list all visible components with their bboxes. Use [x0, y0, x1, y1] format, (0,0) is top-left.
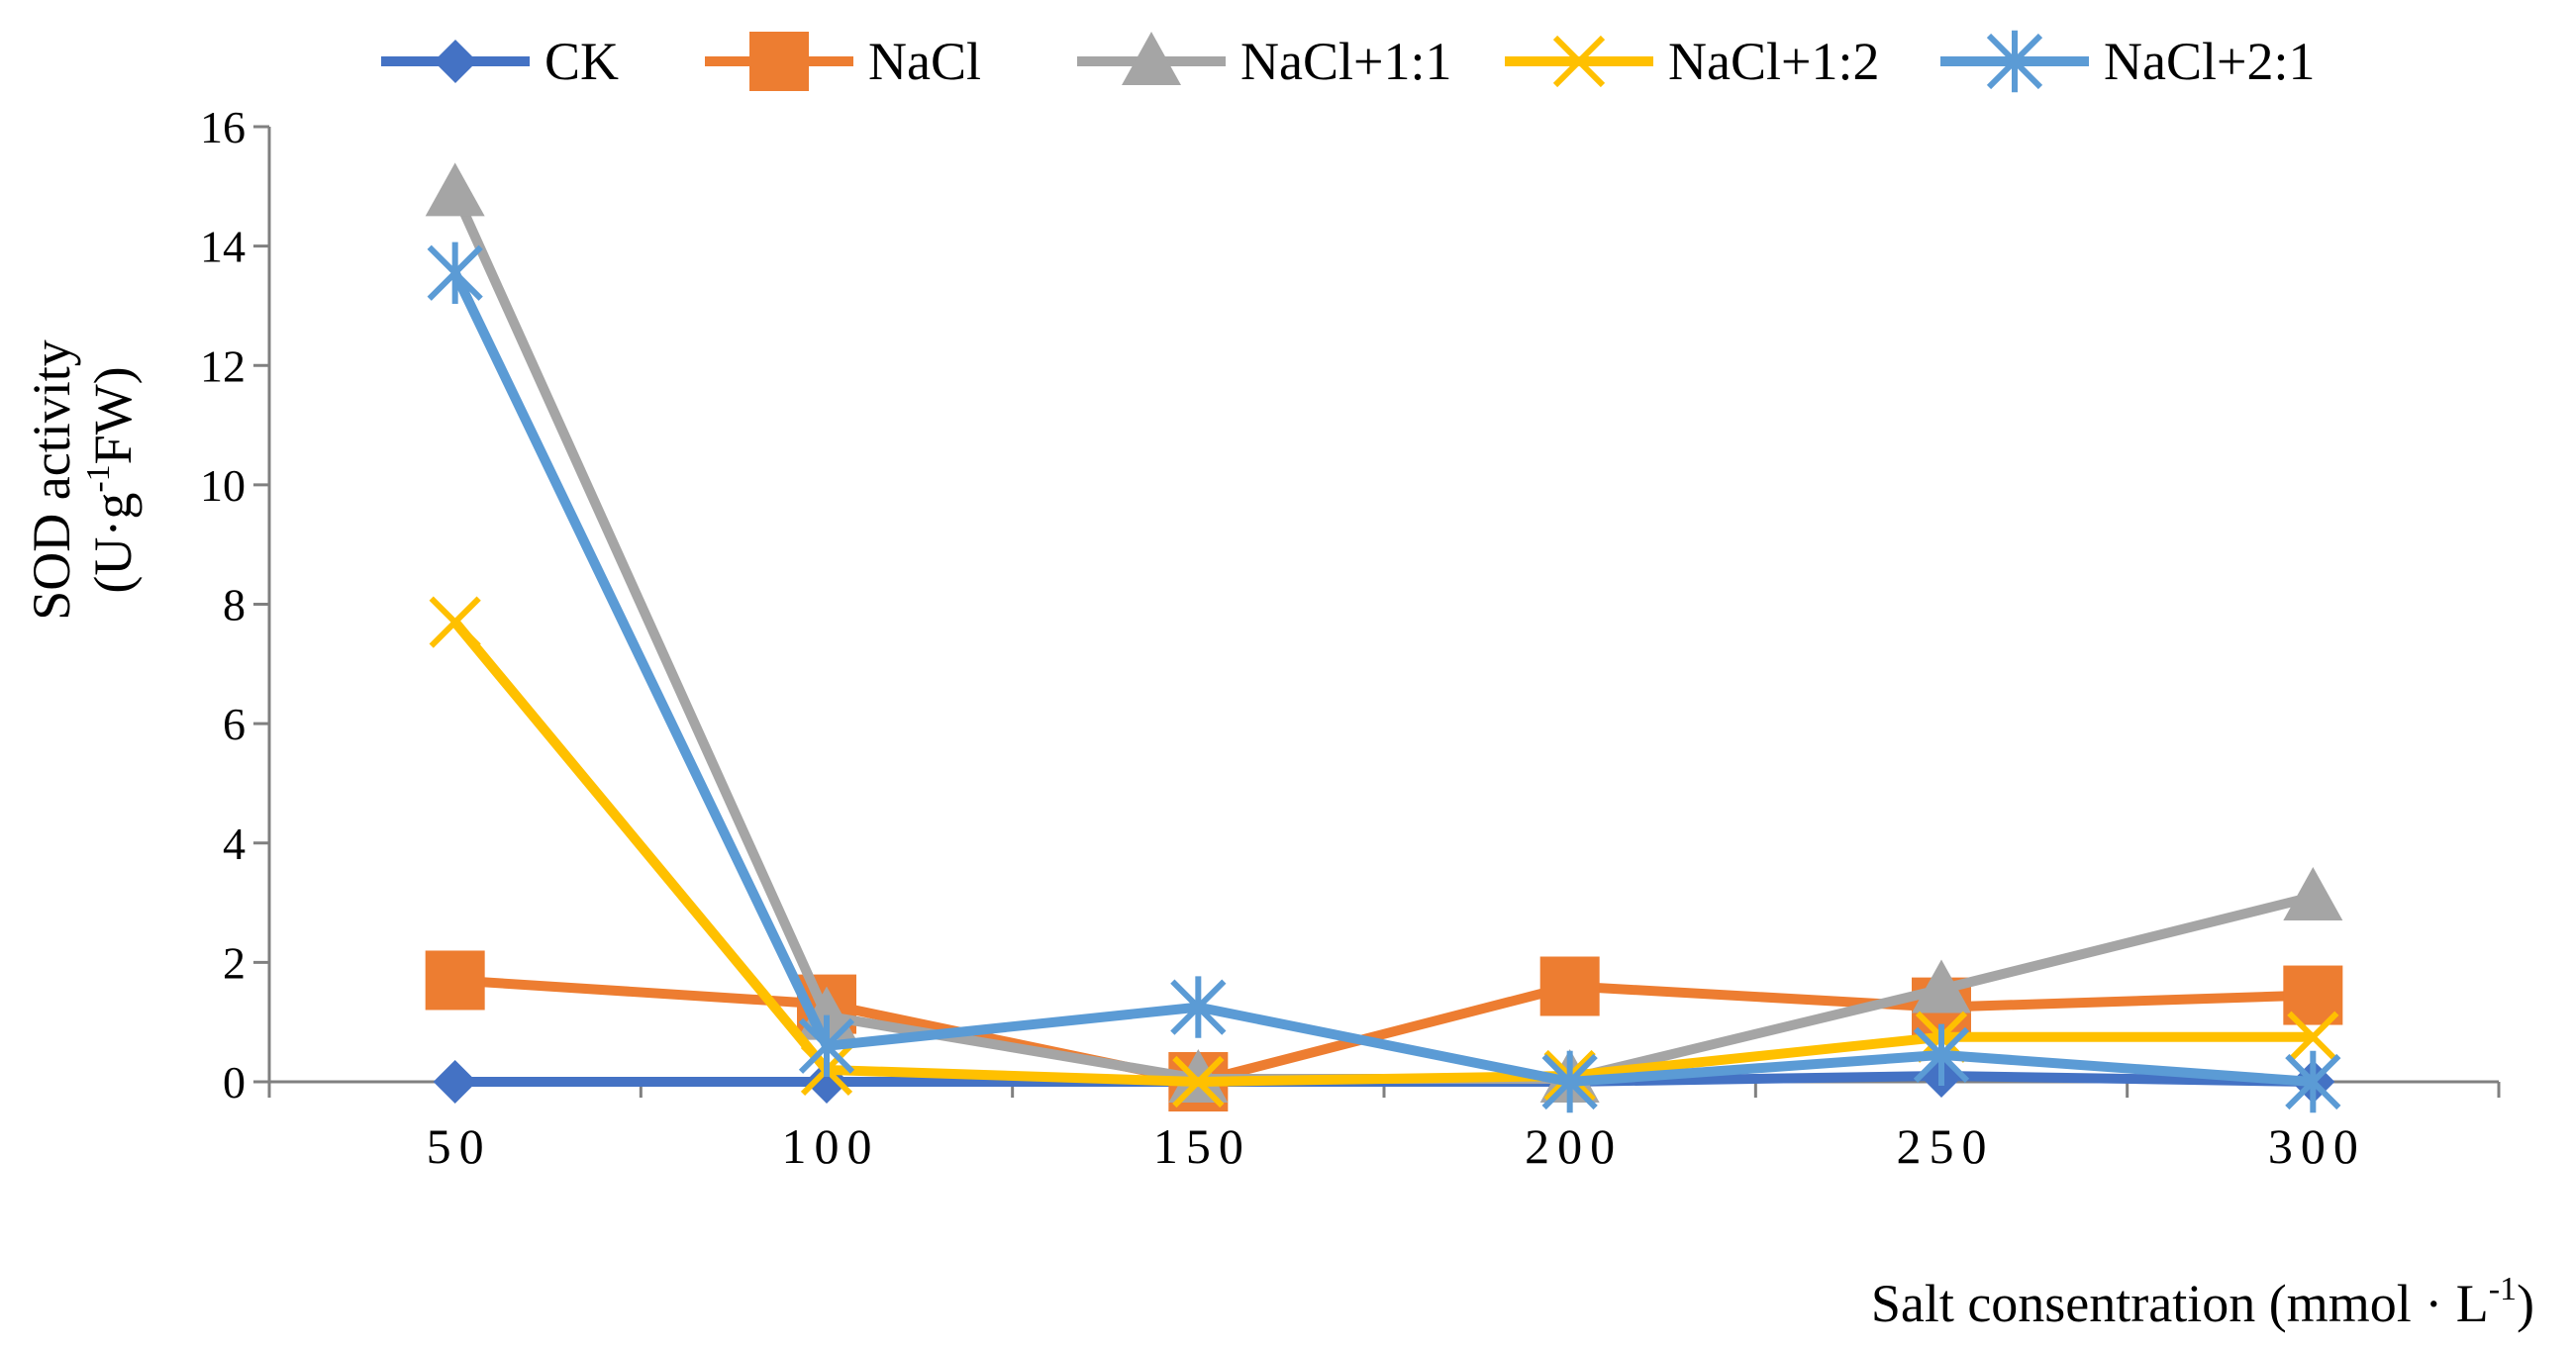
- y-tick-label: 0: [223, 1057, 246, 1108]
- data-point: [1541, 1050, 1598, 1113]
- data-point: [425, 162, 485, 217]
- data-point: [425, 950, 485, 1011]
- series-line: [450, 619, 2314, 1087]
- data-point: [798, 1014, 855, 1078]
- y-tick-label: 10: [200, 460, 246, 511]
- y-tick-label: 4: [223, 819, 246, 869]
- x-tick-label: 100: [782, 1118, 880, 1174]
- y-tick-label: 6: [223, 699, 246, 749]
- legend-swatch-marker: [749, 32, 809, 91]
- x-tick-label: 50: [427, 1118, 492, 1174]
- legend-label: NaCl+1:2: [1668, 32, 1879, 91]
- x-tick-label: 200: [1525, 1118, 1623, 1174]
- data-point: [433, 1060, 477, 1104]
- data-point: [429, 596, 481, 648]
- legend-entry: NaCl: [705, 32, 981, 91]
- y-tick-label: 14: [200, 222, 246, 272]
- data-point: [1539, 956, 1600, 1016]
- series-layer: [425, 162, 2343, 1113]
- legend-entry: NaCl+2:1: [1940, 30, 2315, 93]
- legend-swatch-marker: [1552, 35, 1606, 88]
- y-axis-label: SOD activity (U·g-1FW): [22, 339, 143, 620]
- series-line: [450, 190, 2315, 1084]
- legend-entry: NaCl+1:1: [1077, 32, 1451, 91]
- data-point: [1170, 976, 1227, 1038]
- x-tick-label: 150: [1153, 1118, 1251, 1174]
- legend-label: NaCl+2:1: [2104, 32, 2315, 91]
- y-tick-label: 12: [200, 340, 246, 391]
- data-point: [2283, 867, 2343, 921]
- series-nacl-2-1: [427, 241, 2341, 1113]
- legend-label: NaCl: [868, 32, 981, 91]
- y-tick-label: 16: [200, 102, 246, 152]
- legend: CK NaCl NaCl+1:1 NaCl+1:2 NaCl+2:1: [381, 30, 2315, 93]
- data-point: [1168, 1048, 1229, 1103]
- data-point: [427, 241, 483, 304]
- data-point: [2285, 1050, 2341, 1113]
- y-axis-label-line2: (U·g-1FW): [80, 366, 143, 593]
- data-point: [1913, 1023, 1970, 1087]
- y-tick-label: 8: [223, 580, 246, 630]
- legend-entry: CK: [381, 32, 619, 91]
- data-point: [1912, 959, 1971, 1013]
- legend-entry: NaCl+1:2: [1505, 32, 1879, 91]
- series-nacl-1-1: [425, 162, 2343, 1103]
- series-line: [450, 270, 2314, 1087]
- data-point: [2287, 1011, 2339, 1063]
- legend-label: NaCl+1:1: [1240, 32, 1451, 91]
- legend-swatch-marker: [1986, 30, 2043, 93]
- y-axis-label-line1: SOD activity: [22, 339, 81, 620]
- y-axis: 0 2 4 6 8 10 12 14 16: [200, 102, 271, 1108]
- x-axis-label: Salt consentration (mmol · L-1): [1871, 1271, 2534, 1333]
- y-tick-label: 2: [223, 937, 246, 988]
- legend-swatch-marker: [1122, 32, 1181, 85]
- data-point: [797, 986, 856, 1040]
- x-axis: 50 100 150 200 250 300: [267, 1080, 2501, 1174]
- x-tick-label: 300: [2268, 1118, 2366, 1174]
- legend-swatch-marker: [434, 40, 477, 83]
- x-tick-label: 250: [1897, 1118, 1995, 1174]
- legend-label: CK: [545, 32, 619, 91]
- data-point: [1172, 1055, 1225, 1109]
